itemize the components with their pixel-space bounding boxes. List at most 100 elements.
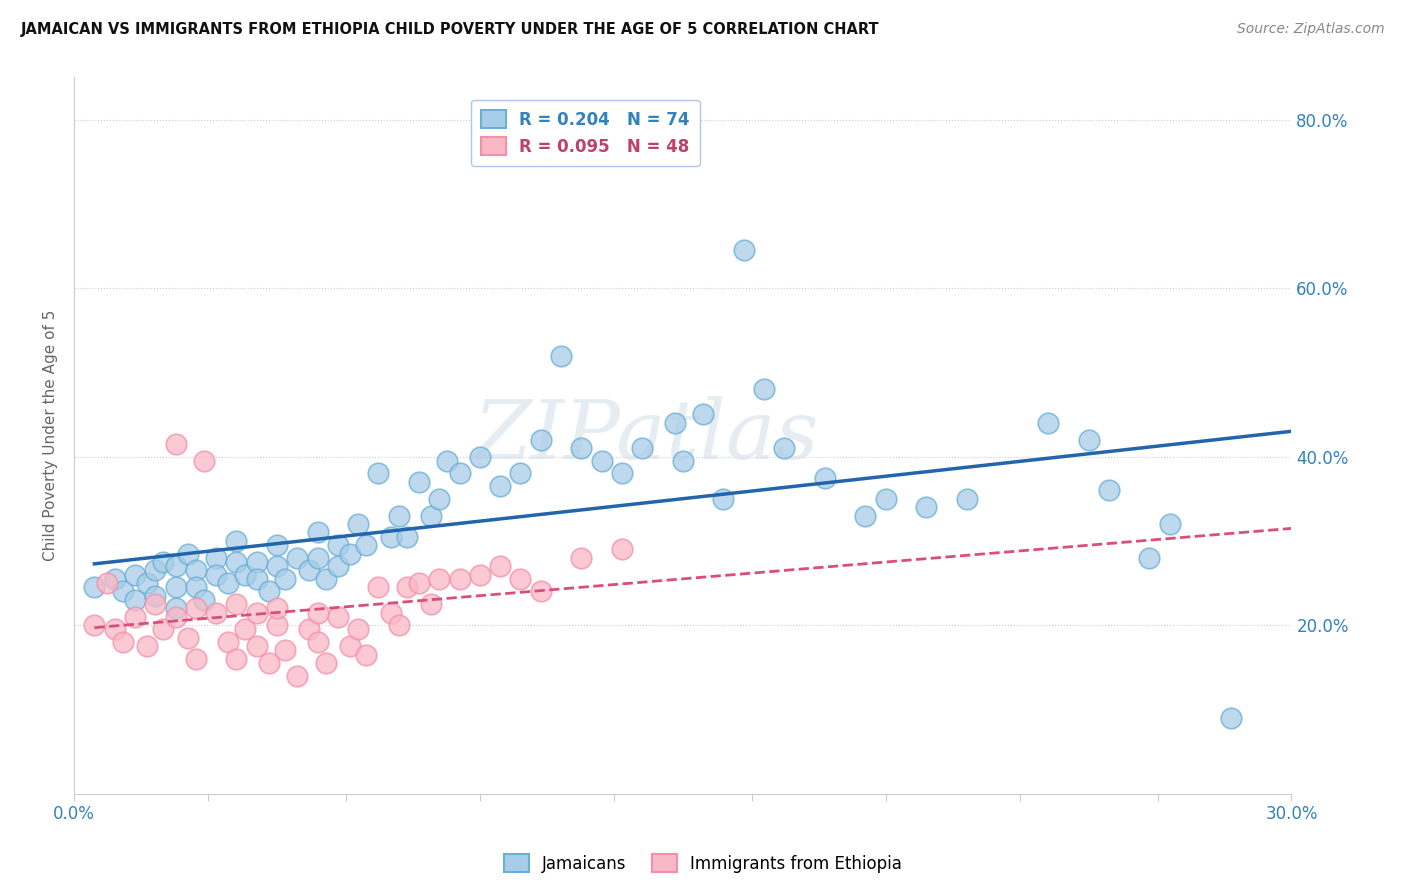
Point (326, 609, 349, 624)
Point (205, 606, 228, 620)
Point (339, 547, 361, 561)
Point (124, 592, 146, 607)
Point (193, 592, 215, 607)
Point (246, 639, 269, 653)
Point (266, 601, 288, 615)
Point (427, 491, 450, 506)
Text: Source: ZipAtlas.com: Source: ZipAtlas.com (1237, 22, 1385, 37)
Point (1159, 516, 1181, 531)
Point (315, 656, 337, 670)
Point (307, 525, 329, 540)
Point (217, 576, 239, 591)
Text: ZIPatlas: ZIPatlas (474, 395, 820, 475)
Point (367, 467, 389, 481)
Point (354, 648, 377, 662)
Point (569, 550, 592, 565)
Point (388, 618, 411, 632)
Point (184, 652, 207, 666)
Point (307, 635, 329, 649)
Point (205, 567, 228, 582)
Point (420, 508, 443, 523)
Point (468, 567, 491, 582)
Point (711, 491, 734, 506)
Point (233, 623, 256, 637)
Legend: R = 0.204   N = 74, R = 0.095   N = 48: R = 0.204 N = 74, R = 0.095 N = 48 (471, 100, 700, 166)
Point (246, 572, 269, 586)
Point (339, 639, 361, 653)
Point (165, 437, 187, 451)
Point (143, 589, 166, 603)
Point (165, 609, 187, 624)
Point (152, 555, 174, 569)
Legend: Jamaicans, Immigrants from Ethiopia: Jamaicans, Immigrants from Ethiopia (498, 847, 908, 880)
Point (326, 559, 349, 574)
Y-axis label: Child Poverty Under the Age of 5: Child Poverty Under the Age of 5 (44, 310, 58, 561)
Point (83, 618, 105, 632)
Point (257, 656, 280, 670)
Point (111, 635, 134, 649)
Point (193, 454, 215, 468)
Point (449, 467, 471, 481)
Point (380, 606, 402, 620)
Point (143, 597, 166, 611)
Point (184, 563, 207, 577)
Point (298, 563, 321, 577)
Point (509, 572, 531, 586)
Point (569, 441, 592, 455)
Point (591, 454, 613, 468)
Point (550, 349, 572, 363)
Point (165, 601, 187, 615)
Point (136, 576, 159, 591)
Point (136, 639, 159, 653)
Point (1077, 433, 1099, 447)
Point (225, 652, 247, 666)
Point (165, 580, 187, 594)
Point (449, 572, 471, 586)
Point (489, 559, 512, 574)
Point (266, 538, 288, 552)
Point (274, 643, 297, 657)
Point (124, 609, 146, 624)
Point (307, 606, 329, 620)
Point (1139, 550, 1161, 565)
Point (468, 450, 491, 464)
Point (631, 441, 654, 455)
Point (610, 467, 633, 481)
Point (205, 550, 228, 565)
Point (111, 584, 134, 599)
Point (274, 572, 297, 586)
Point (225, 597, 247, 611)
Point (104, 572, 127, 586)
Point (427, 572, 450, 586)
Point (956, 491, 979, 506)
Point (664, 416, 686, 430)
Text: JAMAICAN VS IMMIGRANTS FROM ETHIOPIA CHILD POVERTY UNDER THE AGE OF 5 CORRELATIO: JAMAICAN VS IMMIGRANTS FROM ETHIOPIA CHI… (21, 22, 880, 37)
Point (347, 516, 370, 531)
Point (124, 567, 146, 582)
Point (246, 555, 269, 569)
Point (96, 576, 118, 591)
Point (395, 530, 418, 544)
Point (367, 580, 389, 594)
Point (436, 454, 458, 468)
Point (773, 441, 796, 455)
Point (752, 382, 775, 396)
Point (733, 243, 755, 257)
Point (266, 559, 288, 574)
Point (285, 669, 308, 683)
Point (1219, 711, 1241, 725)
Point (177, 631, 200, 645)
Point (152, 623, 174, 637)
Point (1036, 416, 1059, 430)
Point (915, 500, 938, 515)
Point (233, 567, 256, 582)
Point (326, 538, 349, 552)
Point (530, 433, 553, 447)
Point (165, 559, 187, 574)
Point (692, 408, 714, 422)
Point (225, 555, 247, 569)
Point (177, 547, 200, 561)
Point (853, 508, 876, 523)
Point (380, 530, 402, 544)
Point (246, 606, 269, 620)
